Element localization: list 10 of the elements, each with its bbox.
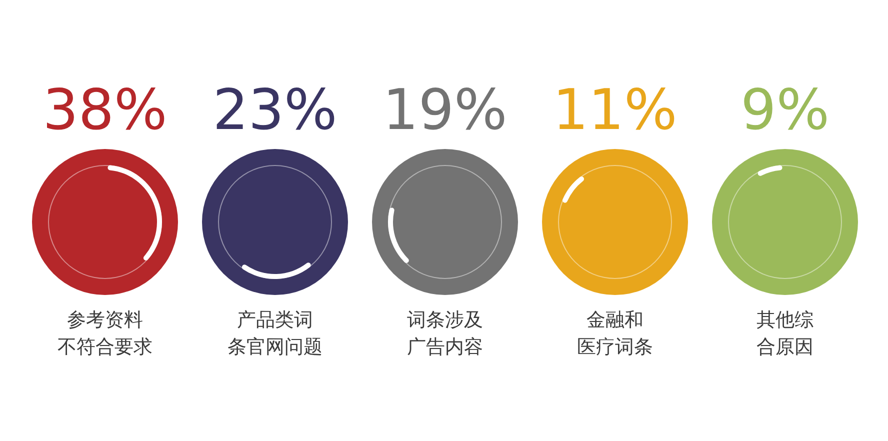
data-label: 19% [382, 78, 508, 143]
data-label: 9% [740, 78, 830, 143]
data-label: 11% [552, 78, 678, 143]
data-label: 23% [212, 78, 338, 143]
category-label: 产品类词条官网问题 [228, 309, 322, 358]
data-label: 38% [42, 78, 168, 143]
category-label: 词条涉及广告内容 [407, 309, 483, 358]
category-label: 其他综合原因 [756, 309, 814, 358]
category-label: 金融和医疗词条 [577, 309, 653, 358]
category-label: 参考资料不符合要求 [58, 309, 152, 358]
